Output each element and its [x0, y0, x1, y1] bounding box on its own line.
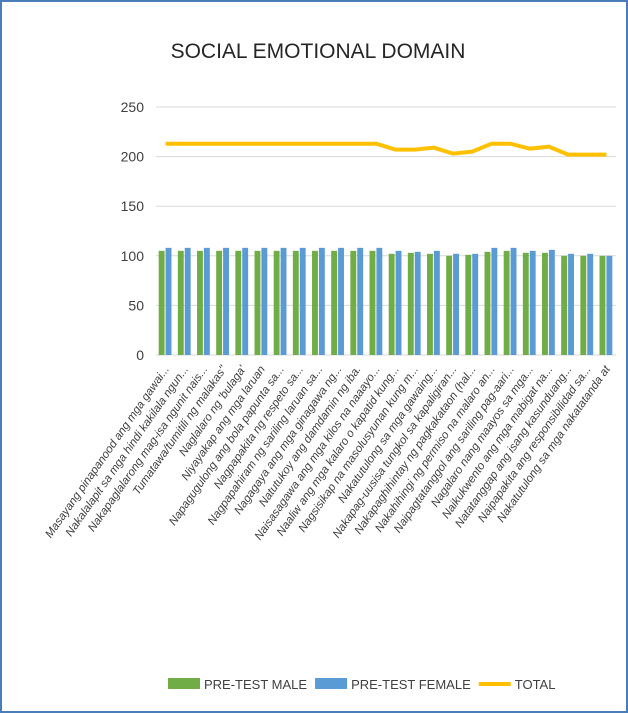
bar — [465, 254, 472, 355]
bar — [261, 247, 268, 355]
bar — [414, 251, 421, 355]
bar — [395, 250, 402, 355]
bar — [158, 250, 165, 355]
bar — [580, 255, 587, 355]
y-tick-label: 50 — [128, 297, 144, 313]
bar — [223, 247, 229, 355]
bar — [350, 250, 357, 355]
bar — [292, 250, 299, 355]
bar — [318, 247, 325, 355]
bar — [587, 253, 594, 355]
bar — [235, 250, 242, 355]
legend-label: PRE-TEST FEMALE — [351, 677, 471, 692]
bar — [299, 247, 306, 355]
bar — [472, 253, 479, 355]
bar — [273, 250, 280, 355]
bar — [184, 247, 191, 355]
bar — [568, 253, 574, 355]
bar — [376, 247, 383, 355]
legend-swatch — [315, 678, 348, 689]
bar — [177, 250, 184, 355]
y-tick-label: 100 — [121, 248, 145, 264]
legend-label: PRE-TEST MALE — [204, 677, 307, 692]
bar — [165, 247, 172, 355]
bar — [369, 250, 376, 355]
bar — [491, 247, 498, 355]
bar — [427, 253, 433, 355]
y-tick-label: 250 — [121, 99, 145, 115]
bar — [216, 250, 223, 355]
bar — [280, 247, 287, 355]
bar — [606, 255, 613, 355]
line — [165, 141, 607, 157]
bar — [599, 255, 606, 355]
bar — [503, 250, 510, 355]
bar — [254, 250, 261, 355]
y-tick-label: 0 — [136, 347, 144, 363]
bar — [203, 247, 210, 355]
bar — [510, 247, 517, 355]
bar — [484, 251, 491, 355]
bar — [561, 255, 568, 355]
bar — [388, 253, 395, 355]
bar — [331, 250, 338, 355]
y-tick-label: 200 — [121, 149, 145, 165]
bar — [357, 247, 364, 355]
bar — [453, 253, 459, 355]
chart-title: SOCIAL EMOTIONAL DOMAIN — [171, 40, 466, 63]
legend-swatch — [168, 678, 200, 689]
bar — [522, 252, 529, 355]
bar — [433, 250, 440, 355]
bar — [548, 249, 555, 355]
bar — [197, 250, 203, 355]
bar — [446, 255, 453, 355]
bar — [338, 247, 344, 355]
bar — [242, 247, 249, 355]
bar — [529, 250, 536, 355]
y-tick-label: 150 — [121, 198, 145, 214]
bar — [312, 250, 318, 355]
legend-label: TOTAL — [515, 677, 556, 692]
bar — [542, 252, 548, 355]
bar — [407, 252, 414, 355]
